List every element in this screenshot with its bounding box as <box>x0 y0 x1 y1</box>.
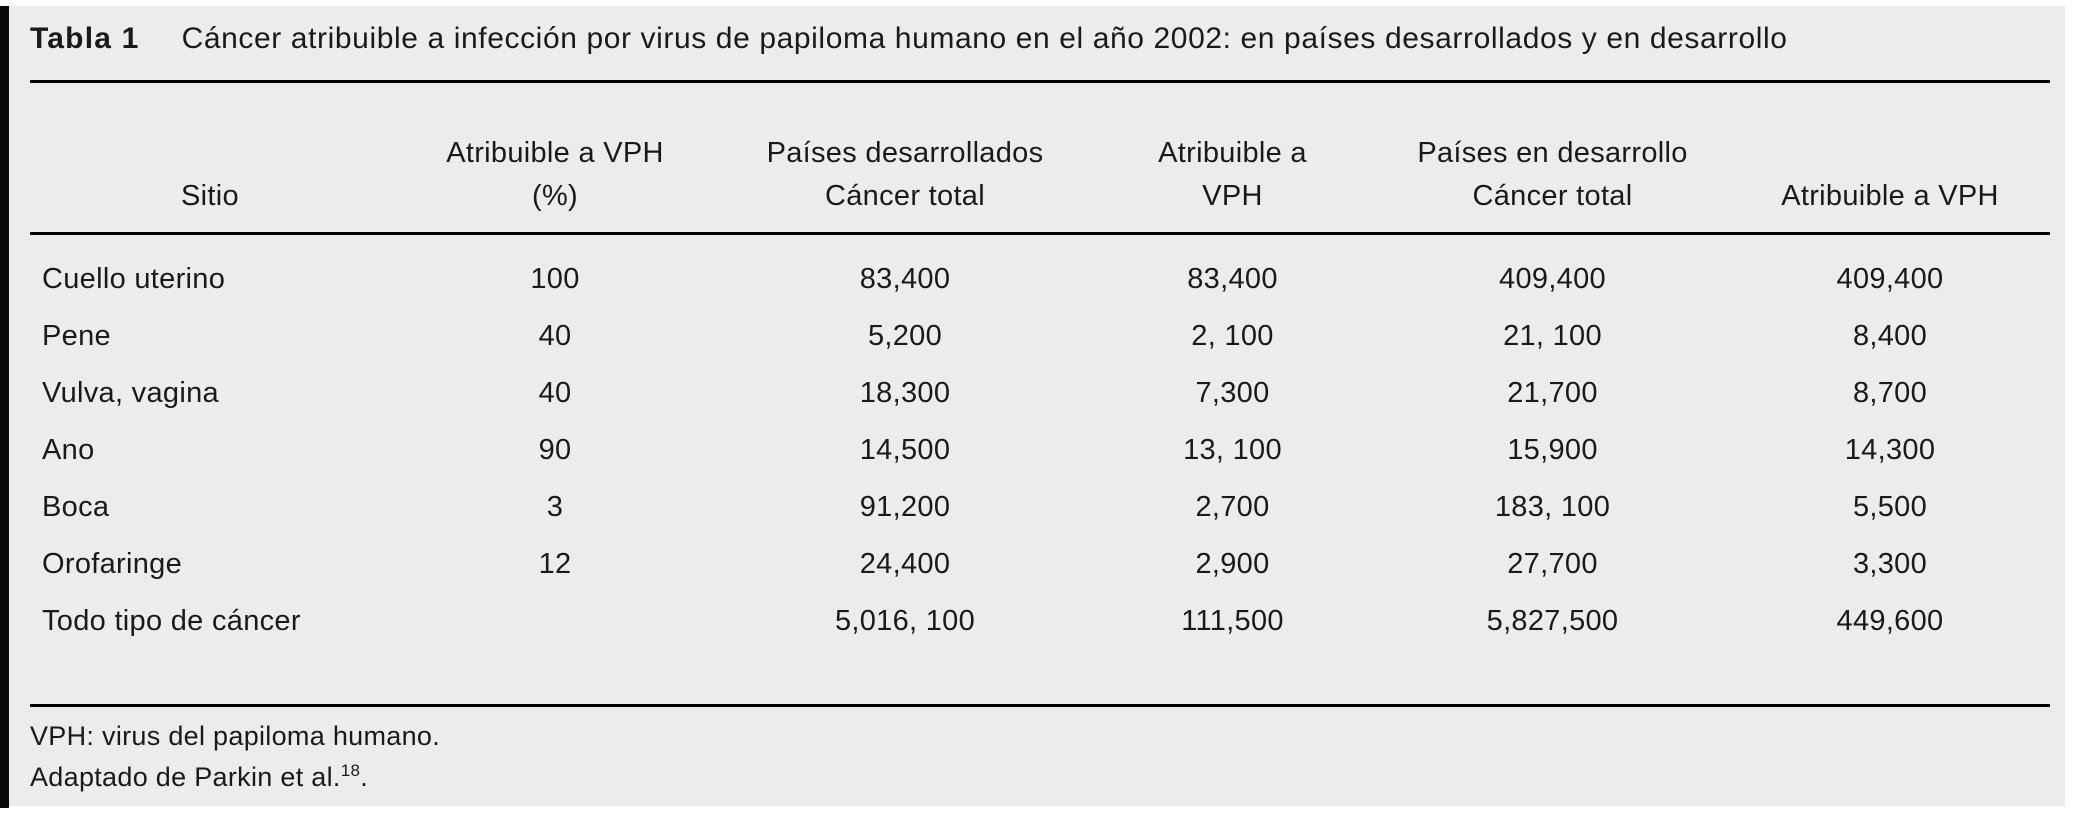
header-line2: (%) <box>531 180 578 212</box>
cell-dev-vph: 13, 100 <box>1183 434 1282 466</box>
header-line1: Países desarrollados <box>766 137 1044 169</box>
cell-developing-total: 15,900 <box>1507 434 1598 466</box>
header-line2: VPH <box>1202 180 1263 212</box>
footnote-reference-number: 18 <box>340 761 361 780</box>
table-row: Cuello uterino 100 83,400 83,400 409,400… <box>30 234 2050 309</box>
cell-developing-vph: 5,500 <box>1852 491 1928 523</box>
cell-pct <box>390 593 720 650</box>
cell-developing-total: 21,700 <box>1507 377 1598 409</box>
header-line1: Atribuible a VPH <box>446 137 664 169</box>
table-title-text: Cáncer atribuible a infección por virus … <box>181 22 1788 55</box>
cell-pct: 90 <box>538 434 572 466</box>
footnote-source-period: . <box>360 762 369 792</box>
column-header-desarrollados-total: Países desarrollados Cáncer total <box>720 81 1090 235</box>
table-body: Cuello uterino 100 83,400 83,400 409,400… <box>30 234 2050 651</box>
cell-dev-total: 14,500 <box>859 434 951 466</box>
table-row: Boca 3 91,200 2,700 183, 100 5,500 <box>30 479 2050 536</box>
cell-site: Ano <box>42 434 95 466</box>
cell-dev-vph: 2,900 <box>1195 548 1270 580</box>
column-header-en-desarrollo-vph: Atribuible a VPH <box>1730 81 2050 235</box>
footnote-source: Adaptado de Parkin et al.18. <box>30 757 440 798</box>
cell-site: Todo tipo de cáncer <box>42 605 301 637</box>
hpv-cancer-table: Sitio Atribuible a VPH (%) Países desarr… <box>30 80 2050 650</box>
table-row: Pene 40 5,200 2, 100 21, 100 8,400 <box>30 308 2050 365</box>
table-row: Ano 90 14,500 13, 100 15,900 14,300 <box>30 422 2050 479</box>
cell-site: Cuello uterino <box>42 263 226 295</box>
table-row-total: Todo tipo de cáncer 5,016, 100 111,500 5… <box>30 593 2050 650</box>
column-header-atribuible-pct: Atribuible a VPH (%) <box>390 81 720 235</box>
footnote-source-text: Adaptado de Parkin et al. <box>30 762 341 792</box>
cell-developing-vph: 8,700 <box>1852 377 1928 409</box>
cell-dev-vph: 2,700 <box>1195 491 1270 523</box>
cell-developing-total: 5,827,500 <box>1486 605 1619 637</box>
cell-developing-vph: 8,400 <box>1852 320 1928 352</box>
cell-pct: 40 <box>538 377 572 409</box>
table-footnotes: VPH: virus del papiloma humano. Adaptado… <box>30 716 440 798</box>
cell-dev-total: 24,400 <box>859 548 951 580</box>
cell-developing-vph: 3,300 <box>1852 548 1928 580</box>
cell-developing-total: 183, 100 <box>1494 491 1611 523</box>
table-header: Sitio Atribuible a VPH (%) Países desarr… <box>30 81 2050 235</box>
cell-dev-total: 5,200 <box>867 320 943 352</box>
cell-site: Vulva, vagina <box>42 377 219 409</box>
header-line1: Países en desarrollo <box>1417 137 1688 169</box>
cell-dev-total: 83,400 <box>859 263 951 295</box>
footnote-abbreviation: VPH: virus del papiloma humano. <box>30 721 441 751</box>
cell-site: Orofaringe <box>42 548 183 580</box>
cell-developing-total: 27,700 <box>1507 548 1598 580</box>
cell-developing-vph: 449,600 <box>1836 605 1944 637</box>
cell-pct: 100 <box>530 263 580 295</box>
header-line2: Atribuible a VPH <box>1781 180 1999 212</box>
cell-dev-total: 18,300 <box>859 377 951 409</box>
header-line1: Atribuible a <box>1158 137 1307 169</box>
column-header-desarrollados-vph: Atribuible a VPH <box>1090 81 1375 235</box>
cell-dev-total: 91,200 <box>859 491 951 523</box>
cell-developing-total: 21, 100 <box>1503 320 1602 352</box>
table-caption: Tabla 1 Cáncer atribuible a infección por… <box>30 22 2050 56</box>
column-header-en-desarrollo-total: Países en desarrollo Cáncer total <box>1375 81 1730 235</box>
cell-dev-total: 5,016, 100 <box>834 605 976 637</box>
table-row: Vulva, vagina 40 18,300 7,300 21,700 8,7… <box>30 365 2050 422</box>
cell-pct: 3 <box>546 491 564 523</box>
cell-dev-vph: 111,500 <box>1181 605 1284 637</box>
header-line2: Sitio <box>181 180 239 212</box>
table-row: Orofaringe 12 24,400 2,900 27,700 3,300 <box>30 536 2050 593</box>
cell-dev-vph: 83,400 <box>1187 263 1278 295</box>
cell-site: Pene <box>42 320 111 352</box>
cell-developing-vph: 409,400 <box>1836 263 1944 295</box>
cell-developing-total: 409,400 <box>1499 263 1606 295</box>
header-line2: Cáncer total <box>1472 180 1633 212</box>
cell-dev-vph: 2, 100 <box>1191 320 1274 352</box>
cell-pct: 12 <box>538 548 572 580</box>
cell-site: Boca <box>42 491 110 523</box>
cell-pct: 40 <box>538 320 572 352</box>
scan-edge-bar <box>0 6 9 808</box>
cell-developing-vph: 14,300 <box>1844 434 1936 466</box>
column-header-sitio: Sitio <box>30 81 390 235</box>
table-number-label: Tabla 1 <box>30 22 140 55</box>
header-line2: Cáncer total <box>825 180 985 212</box>
cell-dev-vph: 7,300 <box>1195 377 1270 409</box>
table-bottom-rule <box>30 704 2050 707</box>
